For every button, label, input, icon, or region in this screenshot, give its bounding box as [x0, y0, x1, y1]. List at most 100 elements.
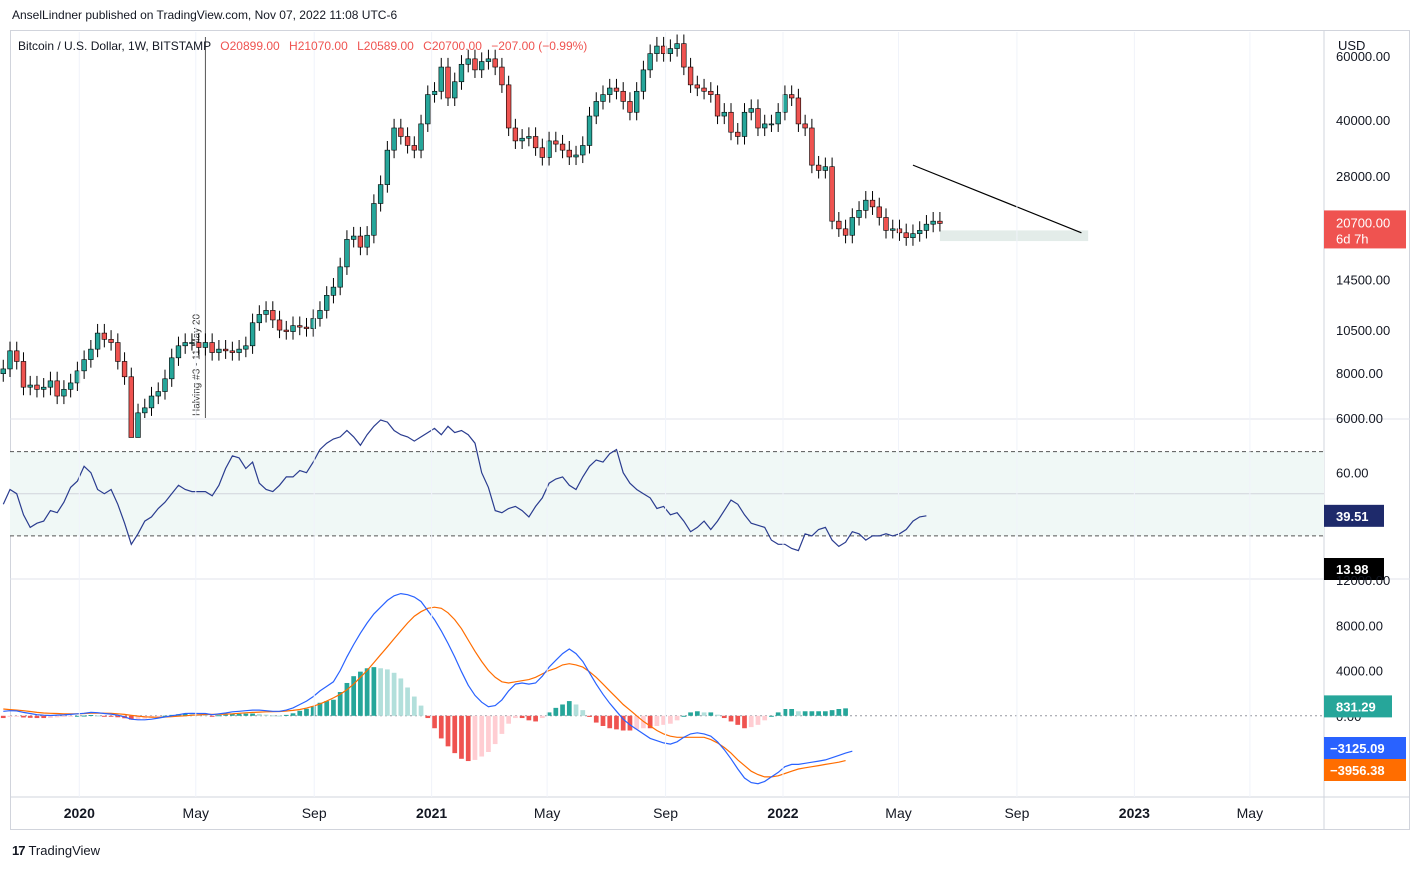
- time-tick-label: Sep: [1004, 805, 1029, 821]
- candle-body: [701, 87, 707, 92]
- candle-body: [162, 378, 168, 392]
- candle-body: [364, 234, 370, 248]
- histogram-bar: [263, 714, 269, 716]
- histogram-bar: [405, 687, 410, 716]
- candle-body: [492, 58, 498, 68]
- candle-body: [61, 389, 67, 397]
- candle-body: [465, 58, 471, 65]
- histogram-bar: [223, 714, 228, 716]
- histogram-bar: [324, 701, 330, 716]
- candle-body: [607, 87, 613, 95]
- candle-body: [20, 361, 27, 388]
- halving-label: Halving #3 - 11 May 20: [191, 313, 202, 416]
- rsi-value-tag: [1324, 504, 1384, 527]
- candle-body: [101, 332, 107, 340]
- histogram-bar: [101, 715, 107, 717]
- bar-countdown: 6d 7h: [1336, 231, 1369, 246]
- histogram-bar: [843, 708, 848, 716]
- histogram-bar: [721, 715, 727, 719]
- macd-signal-line: [3, 606, 846, 778]
- candle-body: [357, 235, 364, 248]
- candle-body: [155, 391, 161, 397]
- histogram-bar: [809, 711, 815, 716]
- macd-signal-value: −3956.38: [1330, 763, 1385, 778]
- candle-body: [667, 48, 674, 54]
- time-tick-label: 2021: [416, 805, 447, 821]
- support-zone: [939, 230, 1089, 242]
- tradingview-brand[interactable]: 17 TradingView: [12, 843, 100, 858]
- candle-body: [94, 332, 101, 350]
- price-tick-label: 14500.00: [1336, 272, 1390, 287]
- rsi-secondary-value: 13.98: [1336, 562, 1369, 577]
- candle-body: [755, 108, 761, 129]
- histogram-bar: [48, 715, 53, 718]
- histogram-bar: [553, 707, 559, 716]
- histogram-bar: [128, 715, 134, 720]
- candle-body: [445, 66, 451, 99]
- candle-body: [553, 140, 559, 145]
- brand-label: TradingView: [28, 843, 101, 858]
- candle-body: [836, 220, 842, 230]
- histogram-bar: [317, 702, 323, 716]
- histogram-bar: [634, 715, 640, 730]
- legend-change: −207.00 (−0.99%): [491, 39, 588, 53]
- macd-histogram: [0, 667, 848, 762]
- candle-body: [256, 314, 262, 324]
- histogram-bar: [250, 713, 255, 716]
- current-price-tag: [1324, 210, 1406, 249]
- candle-body: [209, 342, 215, 353]
- histogram-bar: [283, 714, 289, 716]
- candle-body: [303, 326, 310, 329]
- candle-body: [640, 69, 647, 92]
- candle-body: [202, 342, 209, 348]
- histogram-bar: [256, 713, 262, 716]
- candle-body: [135, 412, 141, 438]
- price-tick-label: 8000.00: [1336, 366, 1383, 381]
- histogram-bar: [560, 704, 565, 716]
- histogram-bar: [614, 715, 619, 730]
- candle-body: [54, 380, 60, 397]
- candle-body: [532, 136, 539, 149]
- histogram-bar: [304, 708, 309, 716]
- histogram-bar: [337, 692, 343, 716]
- candle-body: [789, 94, 795, 99]
- candle-body: [384, 149, 391, 185]
- candle-body: [620, 90, 626, 102]
- histogram-bar: [88, 714, 94, 716]
- candle-body: [14, 350, 20, 362]
- histogram-bar: [735, 715, 741, 725]
- candle-body: [458, 63, 465, 83]
- histogram-bar: [486, 715, 491, 752]
- histogram-bar: [75, 715, 80, 717]
- histogram-bar: [344, 682, 350, 716]
- histogram-bar: [694, 711, 700, 716]
- candle-body: [863, 199, 869, 211]
- legend-close: C20700.00: [423, 39, 482, 53]
- candle-body: [674, 43, 680, 49]
- histogram-bar: [492, 715, 498, 745]
- macd-tick-label: 8000.00: [1336, 618, 1383, 633]
- candle-body: [310, 318, 316, 329]
- candle-body: [229, 350, 236, 353]
- candle-body: [108, 339, 114, 343]
- histogram-bar: [41, 715, 47, 719]
- histogram-bar: [230, 713, 235, 716]
- histogram-bar: [270, 715, 276, 717]
- time-tick-label: May: [183, 805, 209, 821]
- histogram-bar: [715, 714, 720, 716]
- candle-body: [815, 164, 822, 171]
- candle-body: [189, 342, 195, 344]
- candle-body: [425, 94, 431, 125]
- histogram-bar: [769, 715, 774, 717]
- symbol-label: Bitcoin / U.S. Dollar, 1W, BITSTAMP: [18, 39, 211, 53]
- histogram-bar: [573, 704, 579, 716]
- candle-body: [7, 350, 13, 370]
- histogram-bar: [816, 711, 821, 716]
- histogram-bar: [688, 712, 693, 716]
- macd-line-value: −3125.09: [1330, 741, 1385, 756]
- histogram-bar: [21, 715, 26, 718]
- histogram-bar: [0, 715, 6, 719]
- candle-body: [411, 145, 417, 151]
- currency-label[interactable]: USD: [1338, 38, 1366, 53]
